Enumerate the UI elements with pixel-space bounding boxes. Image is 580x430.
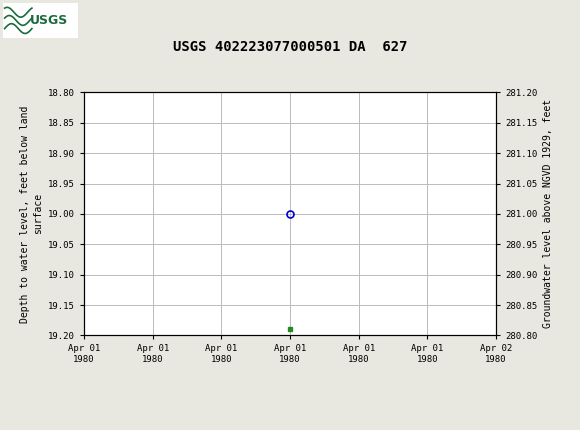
Y-axis label: Groundwater level above NGVD 1929, feet: Groundwater level above NGVD 1929, feet bbox=[543, 99, 553, 329]
Bar bbox=[3, 3, 78, 37]
Y-axis label: Depth to water level, feet below land
surface: Depth to water level, feet below land su… bbox=[20, 105, 43, 322]
Text: USGS 402223077000501 DA  627: USGS 402223077000501 DA 627 bbox=[173, 40, 407, 54]
Text: USGS: USGS bbox=[30, 14, 68, 27]
